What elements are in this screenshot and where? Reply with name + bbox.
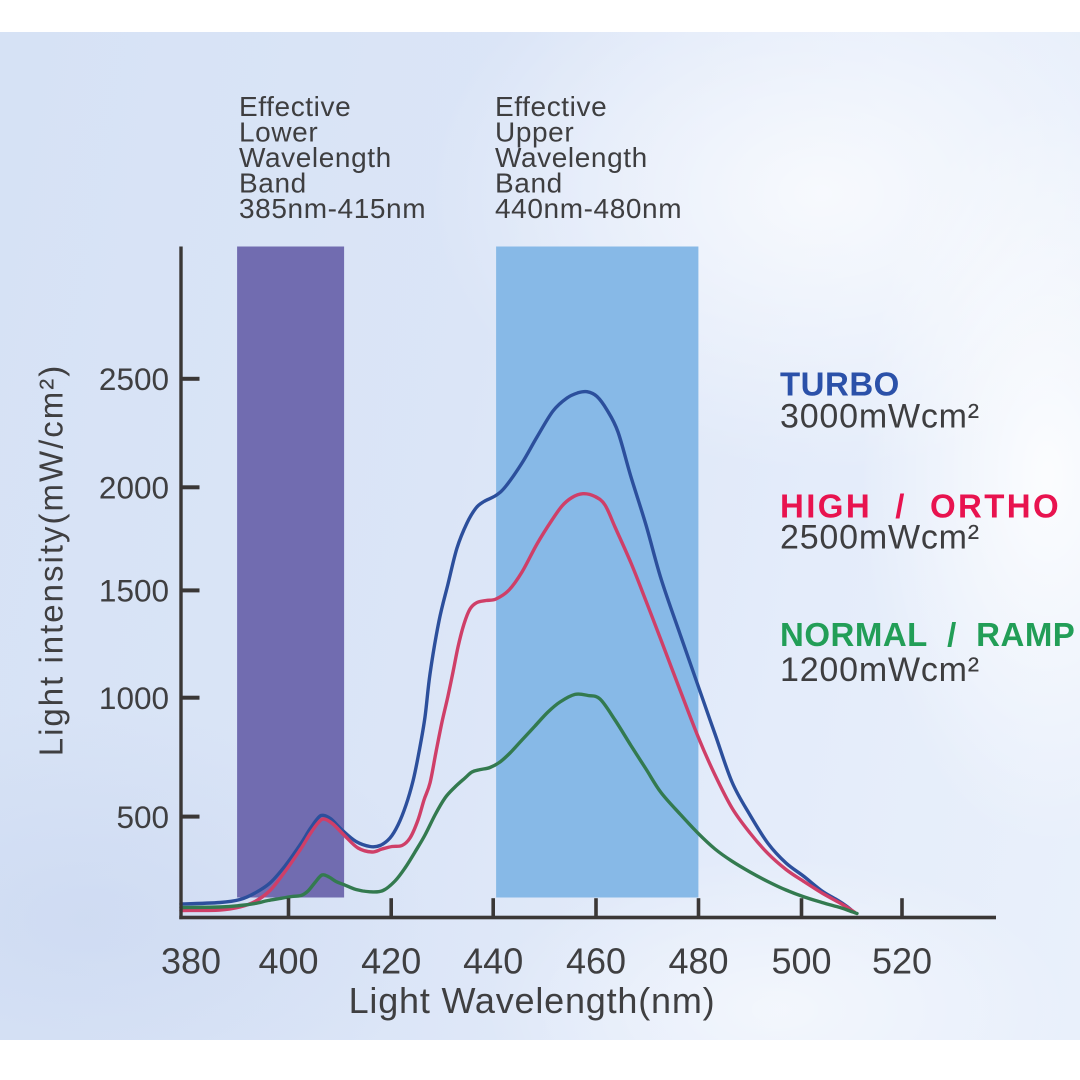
svg-text:2500mWcm²: 2500mWcm² [780,519,980,557]
svg-text:2500: 2500 [99,361,169,397]
svg-text:Band: Band [495,168,563,199]
svg-text:2000: 2000 [99,470,169,506]
svg-text:520: 520 [872,941,932,982]
svg-text:Lower: Lower [239,117,318,148]
svg-text:Band: Band [239,168,307,199]
svg-text:HIGH / ORTHO: HIGH / ORTHO [780,487,1061,524]
svg-text:Effective: Effective [239,91,351,122]
svg-text:385nm-415nm: 385nm-415nm [239,193,426,224]
svg-text:500: 500 [771,941,831,982]
svg-text:1000: 1000 [99,680,169,716]
svg-text:NORMAL / RAMP: NORMAL / RAMP [780,616,1075,653]
svg-text:440: 440 [463,941,523,982]
svg-text:500: 500 [116,799,169,835]
svg-text:Effective: Effective [495,91,607,122]
svg-text:1200mWcm²: 1200mWcm² [780,651,980,689]
svg-text:460: 460 [566,941,626,982]
svg-text:440nm-480nm: 440nm-480nm [495,193,682,224]
svg-text:Light Wavelength(nm): Light Wavelength(nm) [349,980,716,1021]
svg-text:3000mWcm²: 3000mWcm² [780,398,980,436]
svg-text:1500: 1500 [99,573,169,609]
svg-text:Wavelength: Wavelength [239,142,392,173]
svg-text:420: 420 [361,941,421,982]
svg-text:480: 480 [668,941,728,982]
svg-text:400: 400 [258,941,318,982]
svg-text:Light intensity(mW/cm²): Light intensity(mW/cm²) [33,364,70,757]
svg-text:Wavelength: Wavelength [495,142,648,173]
svg-text:Upper: Upper [495,117,574,148]
svg-text:380: 380 [161,941,221,982]
svg-text:TURBO: TURBO [780,366,900,403]
